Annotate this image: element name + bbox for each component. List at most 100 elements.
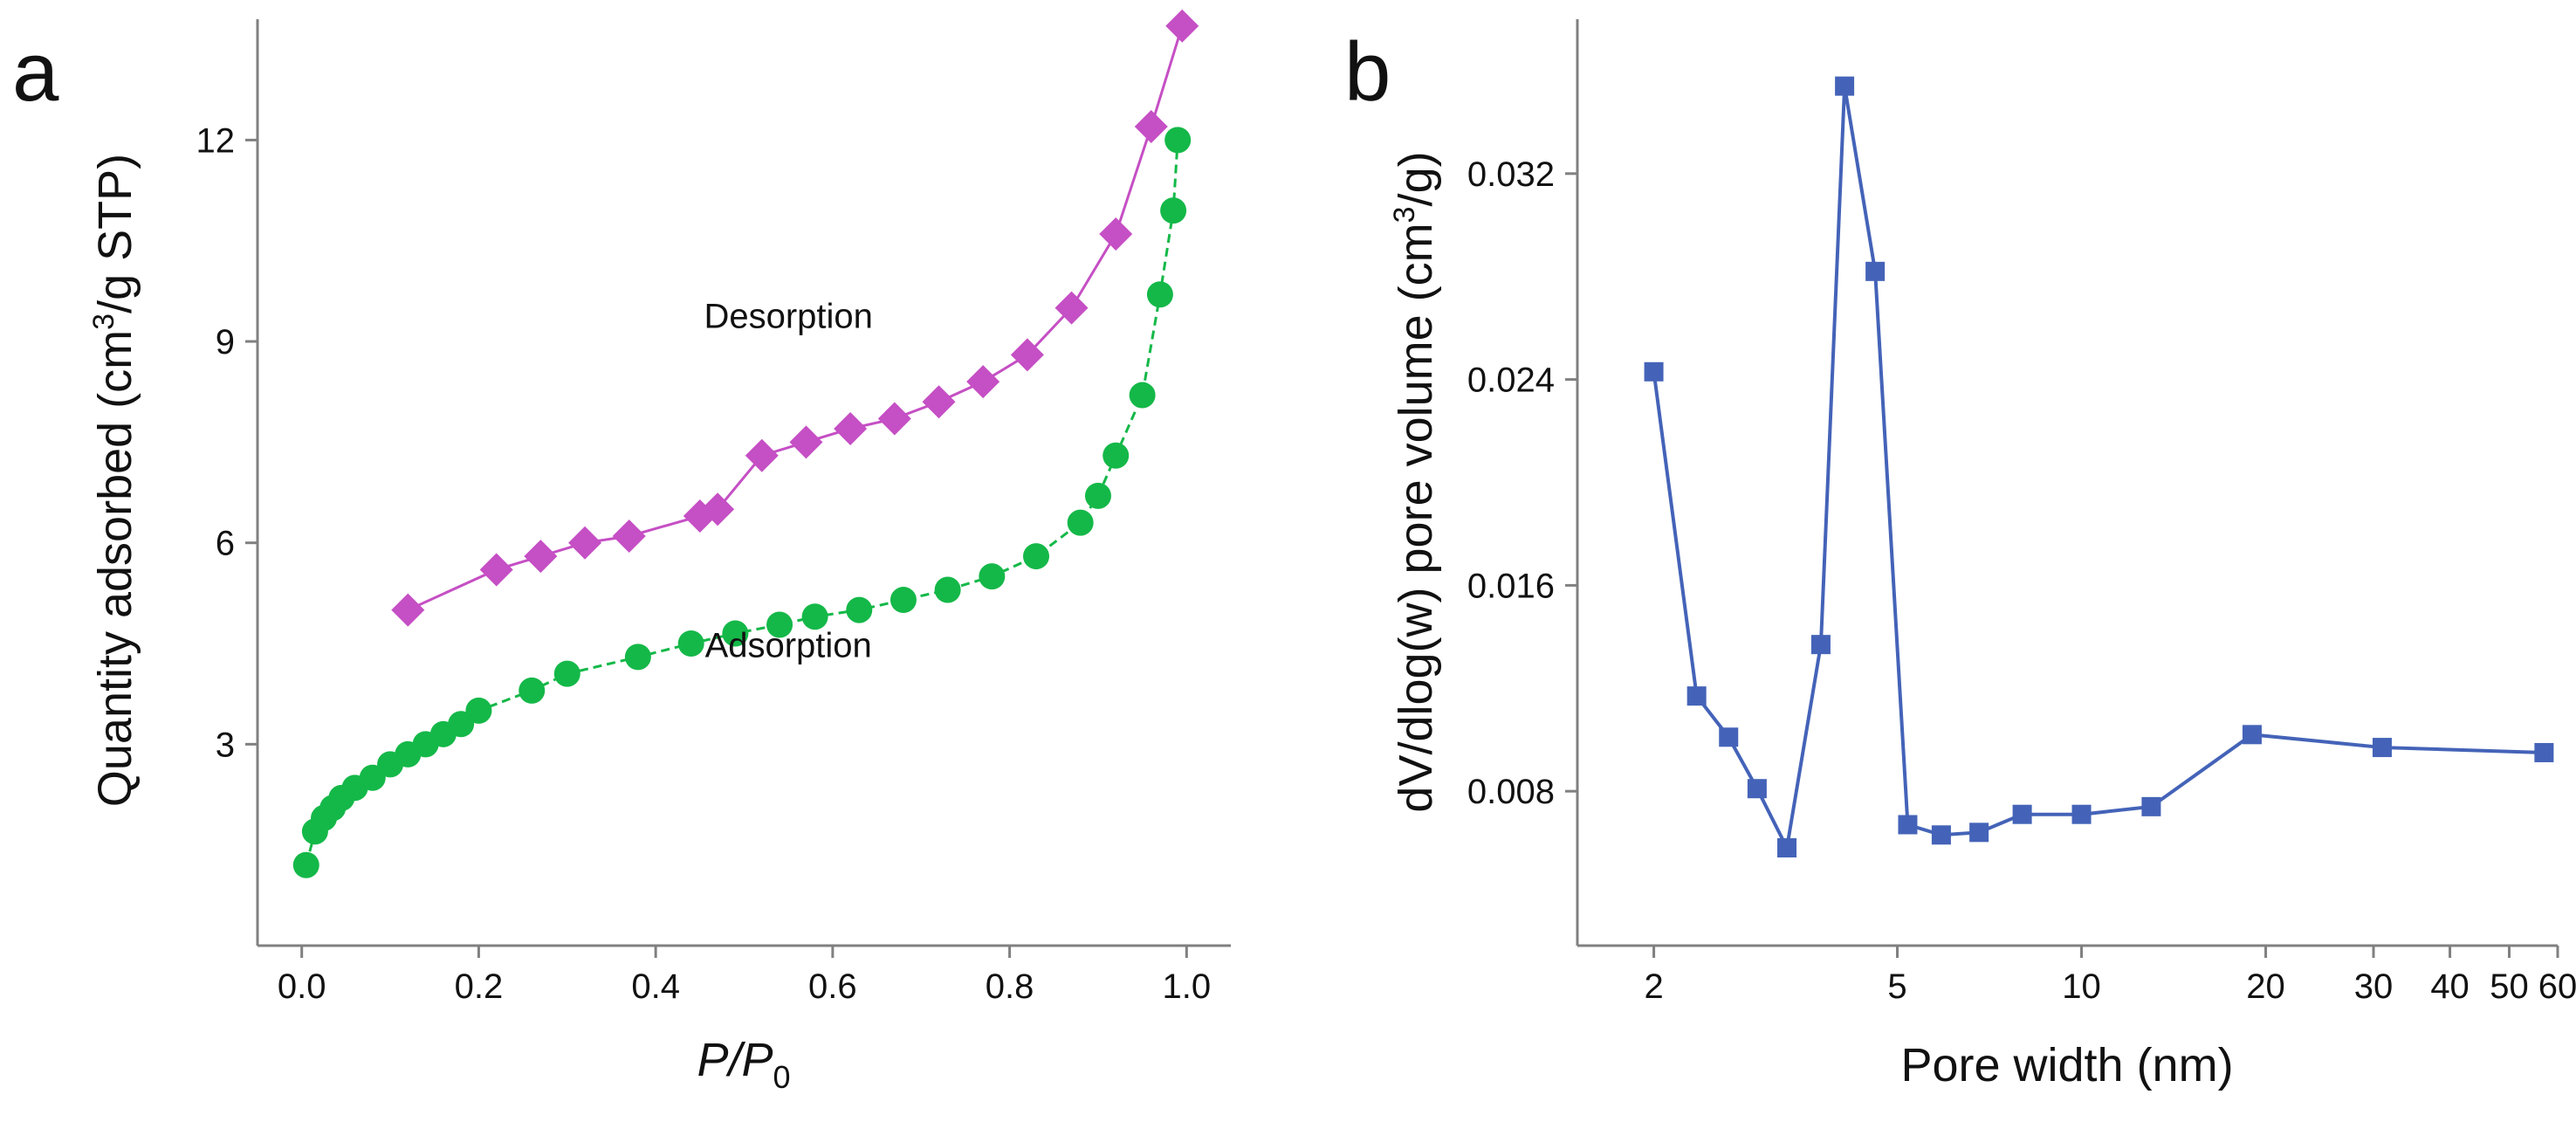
- adsorption-point: [722, 620, 749, 647]
- desorption-point: [391, 593, 425, 627]
- adsorption-point: [519, 677, 546, 704]
- x-tick-label: 30: [2354, 967, 2394, 1006]
- adsorption-point: [624, 644, 651, 671]
- adsorption-point: [1160, 197, 1187, 224]
- pore-distribution-point: [2372, 738, 2392, 758]
- pore-distribution-point: [1644, 361, 1664, 382]
- desorption-point: [966, 365, 1000, 399]
- pore-distribution-line: [1652, 86, 2545, 854]
- y-tick-label: 0.032: [1467, 155, 1555, 194]
- pore-distribution-point: [2071, 804, 2092, 824]
- pore-distribution-point: [2141, 796, 2161, 816]
- chart-b-x-ticks: 2 5 10 20 30 40 50 60: [1644, 946, 2576, 1006]
- x-tick-label: 0.0: [278, 967, 326, 1006]
- pore-distribution-point: [1969, 823, 1989, 843]
- x-tick-label: 1.0: [1163, 967, 1212, 1006]
- pore-distribution-point: [1931, 825, 1951, 845]
- adsorption-point: [448, 711, 475, 738]
- adsorption-point: [1023, 543, 1049, 570]
- chart-a-x-ticks: 0.0 0.2 0.4 0.6 0.8 1.0: [278, 946, 1211, 1006]
- chart-b-y-label-post: /g): [1390, 151, 1442, 206]
- x-tick-label: 0.6: [808, 967, 857, 1006]
- chart-a: 0.0 0.2 0.4 0.6 0.8 1.0 3 6 9 12 Desorption Adso…: [87, 9, 1231, 1095]
- desorption-point: [745, 438, 779, 472]
- y-tick-label: 6: [216, 525, 235, 563]
- chart-a-y-ticks: 3 6 9 12: [196, 121, 258, 764]
- adsorption-point: [465, 697, 492, 724]
- chart-a-x-label-main: P/P: [697, 1034, 773, 1086]
- adsorption-point: [934, 576, 961, 603]
- chart-a-x-label: P/P0: [697, 1034, 790, 1095]
- adsorption-point: [979, 563, 1006, 590]
- chart-b-y-label: dV/dlog(w) pore volume (cm3/g): [1388, 151, 1442, 812]
- desorption-point: [922, 385, 956, 419]
- annotation-adsorption: Adsorption: [705, 626, 872, 664]
- desorption-point: [524, 540, 558, 574]
- desorption-point: [479, 553, 513, 587]
- adsorption-point: [766, 611, 793, 638]
- panel-a-label: a: [12, 25, 59, 119]
- x-tick-label: 60: [2538, 967, 2576, 1006]
- desorption-point: [1054, 291, 1089, 325]
- annotation-desorption: Desorption: [704, 298, 872, 336]
- adsorption-point: [890, 587, 917, 614]
- desorption-point: [789, 425, 823, 459]
- pore-distribution-point: [1865, 261, 1886, 281]
- chart-a-series: [292, 9, 1199, 878]
- desorption-point: [612, 520, 646, 554]
- x-tick-label: 0.2: [455, 967, 504, 1006]
- desorption-point: [877, 402, 911, 436]
- y-tick-label: 0.008: [1467, 773, 1555, 811]
- y-tick-label: 0.024: [1467, 361, 1555, 400]
- pore-distribution-point: [2242, 725, 2262, 745]
- pore-distribution-point: [1810, 635, 1831, 655]
- desorption-point: [834, 411, 868, 445]
- x-tick-label: 5: [1887, 967, 1906, 1006]
- adsorption-point: [292, 851, 319, 878]
- desorption-point: [568, 526, 602, 560]
- pore-distribution-point: [1835, 76, 1855, 96]
- x-tick-label: 0.8: [986, 967, 1034, 1006]
- x-tick-label: 2: [1644, 967, 1663, 1006]
- adsorption-point: [677, 630, 704, 657]
- chart-b-x-label: Pore width (nm): [1900, 1039, 2233, 1091]
- y-tick-label: 9: [216, 323, 235, 361]
- chart-b: 2 5 10 20 30 40 50 60 0.008 0.016 0.024 0.032 Pore…: [1388, 19, 2576, 1091]
- chart-b-series: [1644, 76, 2554, 858]
- chart-a-y-label: Quantity adsorbed (cm3/g STP): [87, 154, 141, 807]
- chart-a-y-label-pre: Quantity adsorbed (cm: [89, 330, 141, 807]
- adsorption-point: [846, 596, 873, 623]
- x-tick-label: 0.4: [631, 967, 680, 1006]
- desorption-point: [701, 492, 735, 527]
- x-tick-label: 40: [2430, 967, 2470, 1006]
- pore-distribution-point: [1747, 779, 1767, 799]
- chart-b-y-ticks: 0.008 0.016 0.024 0.032: [1467, 155, 1577, 811]
- adsorption-point: [1103, 442, 1130, 469]
- desorption-point: [1165, 9, 1199, 43]
- pore-distribution-point: [1777, 838, 1797, 858]
- panel-b-label: b: [1344, 25, 1391, 119]
- adsorption-point: [1146, 281, 1173, 308]
- desorption-point: [1010, 338, 1044, 372]
- adsorption-line: [305, 140, 1179, 866]
- adsorption-point: [553, 660, 580, 687]
- chart-a-y-label-sup: 3: [87, 313, 120, 330]
- chart-b-y-label-sup: 3: [1388, 206, 1421, 223]
- adsorption-point: [1084, 482, 1111, 509]
- chart-b-y-label-pre: dV/dlog(w) pore volume (cm: [1390, 223, 1442, 812]
- adsorption-point: [359, 764, 386, 791]
- adsorption-point: [801, 603, 828, 630]
- desorption-point: [1134, 110, 1168, 144]
- pore-distribution-point: [2012, 804, 2032, 824]
- adsorption-point: [1067, 509, 1094, 536]
- pore-distribution-point: [2534, 742, 2554, 762]
- pore-distribution-point: [1898, 815, 1918, 835]
- x-tick-label: 50: [2490, 967, 2529, 1006]
- pore-distribution-point: [1719, 727, 1739, 747]
- x-tick-label: 10: [2062, 967, 2101, 1006]
- y-tick-label: 3: [216, 726, 235, 764]
- desorption-point: [1099, 217, 1133, 251]
- x-tick-label: 20: [2246, 967, 2285, 1006]
- y-tick-label: 0.016: [1467, 567, 1555, 605]
